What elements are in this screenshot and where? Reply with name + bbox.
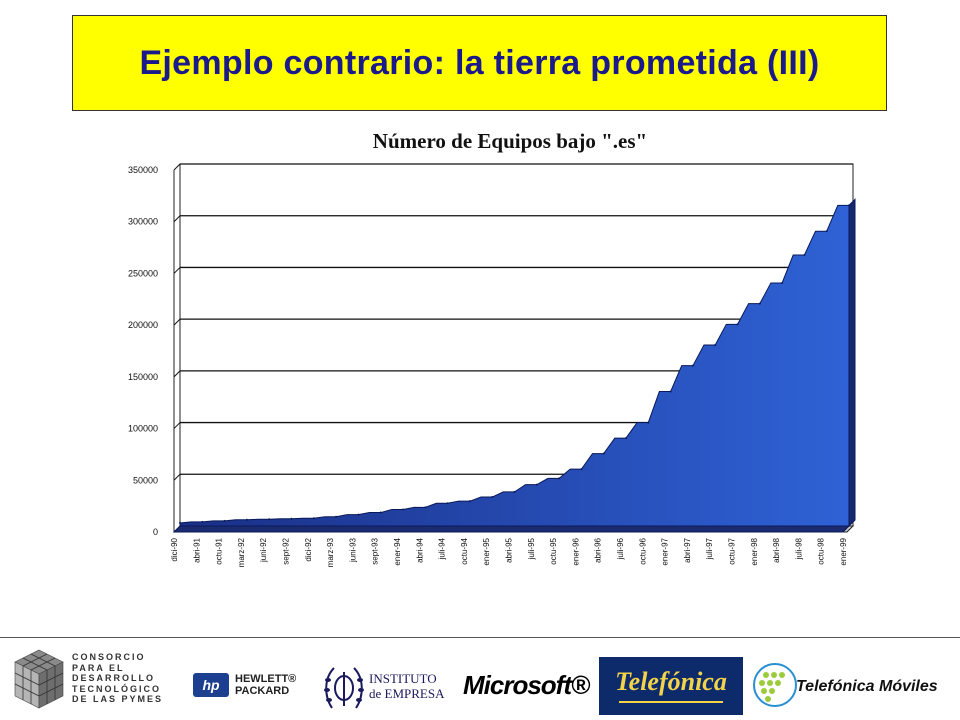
data-point [781,281,784,284]
data-point [647,421,650,424]
data-point [379,511,382,514]
x-tick-label: abri-91 [192,537,201,562]
data-point [669,390,672,393]
area-chart: Número de Equipos bajo ".es" 0 50000 100000… [128,129,856,567]
gridline-side [173,267,181,274]
slide-title: Ejemplo contrario: la tierra prometida (… [139,43,820,82]
x-tick-label: octu-96 [638,537,647,564]
telefonica-moviles-dots-icon [753,663,797,707]
data-point [446,502,449,505]
data-point [758,302,761,305]
x-tick-label: octu-97 [728,537,737,564]
x-tick-label: abri-95 [505,537,514,562]
series-area [179,204,850,527]
x-tick-label: juli-96 [616,537,625,560]
x-tick-label: abri-97 [683,537,692,562]
x-tick-label: abri-96 [594,537,603,562]
gridline-side [173,318,181,326]
x-tick-label: marz-92 [237,537,246,567]
telefonica-moviles-text: Telefónica Móviles [796,678,938,695]
data-point [245,518,248,521]
slide-title-box: Ejemplo contrario: la tierra prometida (… [72,15,887,111]
x-tick-label: ener-94 [393,537,402,565]
x-tick-label: sept-92 [282,537,291,564]
footer-divider [0,637,960,638]
x-tick-label: ener-98 [750,537,759,565]
data-point [491,496,494,499]
sponsor-logos: CONSORCIO PARA EL DESARROLLO TECNOLÓGICO… [0,640,960,720]
x-tick-label: marz-93 [326,537,335,567]
data-point [625,437,627,440]
y-tick-label: 200000 [128,320,158,330]
consorcio-text: CONSORCIO PARA EL DESARROLLO TECNOLÓGICO… [72,652,164,704]
x-tick-label: ener-95 [482,537,491,565]
x-tick-label: octu-95 [549,537,558,564]
data-point [468,500,471,503]
consorcio-cube-logo [14,649,64,709]
x-tick-label: juni-92 [259,537,268,563]
gridline-side [173,422,181,429]
x-tick-label: octu-94 [460,537,469,564]
gridline-side [173,370,181,378]
gridline-side [173,473,181,481]
x-tick-label: juli-98 [794,537,803,560]
hp-logo-mark: hp [193,673,229,697]
x-tick-label: dici-92 [304,537,313,561]
data-point [424,506,427,509]
x-tick-label: abri-98 [772,537,781,562]
x-tick-label: sept-93 [371,537,380,564]
y-tick-label: 150000 [128,372,158,382]
series-area-side [848,198,856,528]
microsoft-logo: Microsoft® [463,670,590,700]
y-tick-label: 0 [153,527,158,537]
data-point [201,520,204,523]
telefonica-logo: Telefónica [599,657,743,715]
y-tick-label: 250000 [128,268,158,278]
data-point [535,483,538,486]
hp-logo-text: HEWLETT® PACKARD [235,673,297,697]
data-point [402,508,404,511]
data-point [714,344,717,346]
data-point [268,518,271,521]
data-point [357,513,360,516]
data-point [825,230,828,233]
x-tick-label: ener-96 [571,537,580,565]
gridline-side [173,163,181,171]
y-tick-label: 350000 [128,165,158,175]
data-point [558,477,561,480]
data-point [179,521,181,524]
data-point [736,323,739,326]
x-tick-label: abri-94 [415,537,424,562]
x-tick-label: ener-97 [661,537,670,565]
x-tick-label: octu-91 [215,537,224,564]
data-point [602,452,605,455]
x-tick-label: octu-98 [817,537,826,564]
data-point [513,490,516,493]
x-tick-label: juli-97 [705,537,714,560]
data-point [223,519,226,522]
series-area-base [172,525,851,533]
instituto-empresa-emblem-icon [324,667,364,709]
data-point [312,517,315,520]
chart-title: Número de Equipos bajo ".es" [373,129,647,153]
gridline-side [173,215,181,223]
y-tick-label: 300000 [128,217,158,227]
y-tick-label: 100000 [128,424,158,434]
x-tick-label: juli-95 [527,537,536,560]
instituto-empresa-text: INSTITUTO de EMPRESA [369,671,445,701]
x-tick-label: ener-99 [839,537,848,565]
data-point [290,517,293,520]
y-tick-label: 50000 [133,475,158,485]
data-point [580,468,583,471]
data-point [848,204,850,207]
data-point [803,254,806,257]
x-tick-label: juli-94 [438,537,447,560]
x-tick-label: juni-93 [348,537,357,563]
x-tick-label: dici-90 [170,537,179,561]
data-point [335,515,338,518]
data-point [691,364,694,367]
